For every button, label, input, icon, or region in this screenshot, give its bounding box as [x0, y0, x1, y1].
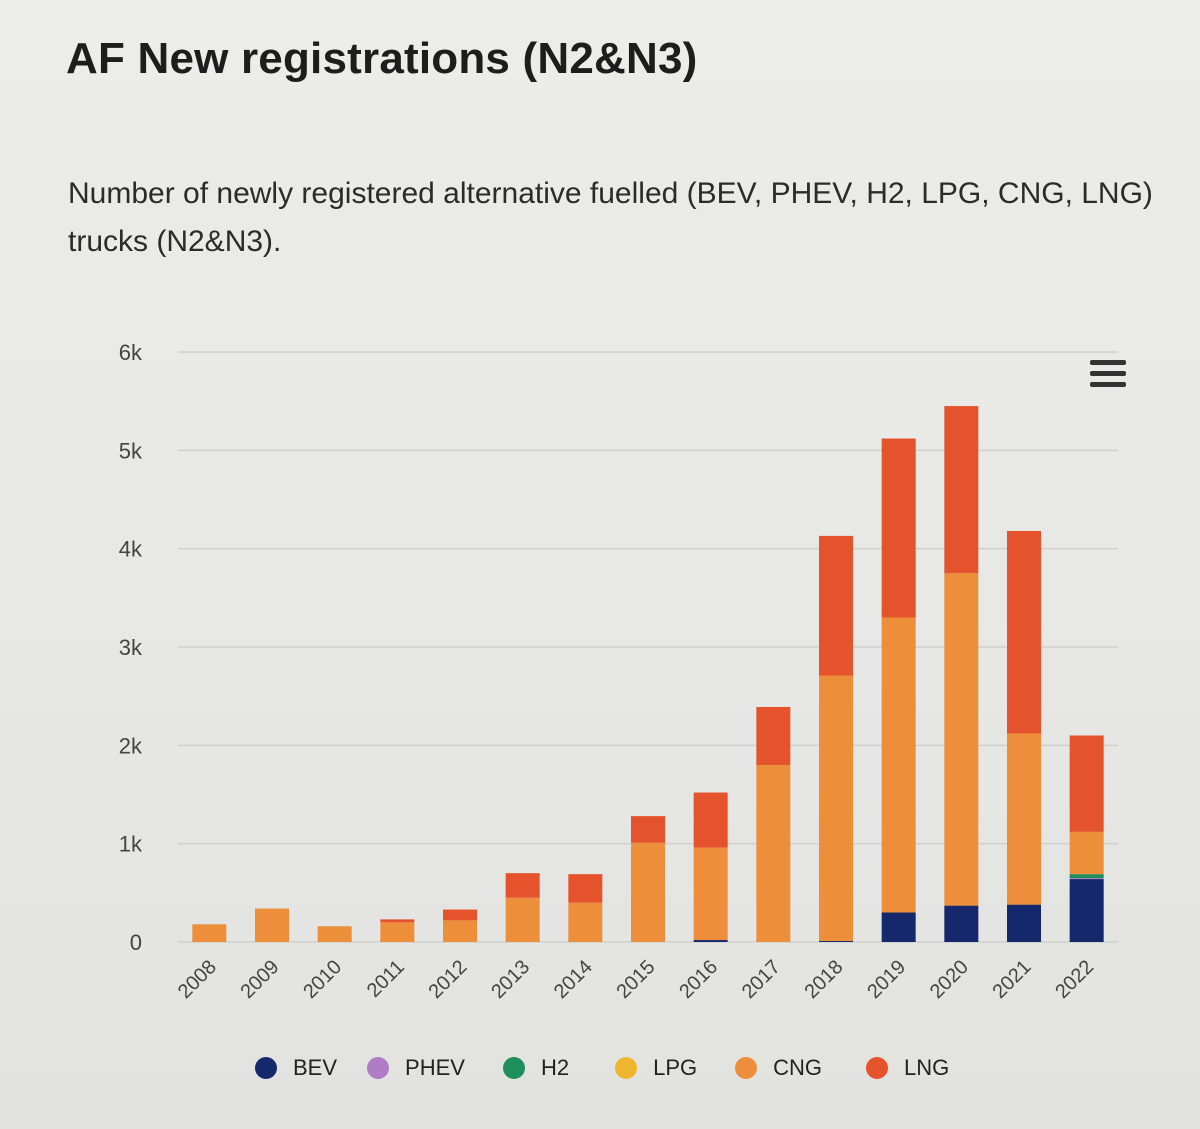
- bar-h2-2022[interactable]: [1069, 874, 1104, 879]
- x-tick-label: 2013: [487, 956, 534, 1003]
- legend-marker-icon: [255, 1057, 277, 1079]
- x-tick-label: 2016: [675, 956, 722, 1003]
- bar-lng-2021[interactable]: [1007, 530, 1041, 734]
- legend-label: BEV: [293, 1055, 338, 1080]
- legend-item-lng[interactable]: LNG: [866, 1055, 949, 1081]
- x-tick-label: 2020: [926, 956, 973, 1003]
- bar-cng-2013[interactable]: [505, 897, 540, 942]
- x-tick-label: 2008: [174, 956, 221, 1003]
- bar-bev-2022[interactable]: [1069, 879, 1104, 942]
- bar-lng-2020[interactable]: [944, 406, 979, 574]
- bar-phev-2022[interactable]: [1069, 878, 1104, 880]
- legend-marker-icon: [866, 1057, 888, 1079]
- y-tick-label: 3k: [119, 635, 143, 660]
- x-tick-label: 2017: [738, 956, 785, 1003]
- bar-lng-2015[interactable]: [631, 816, 665, 843]
- x-tick-label: 2022: [1051, 956, 1098, 1003]
- x-tick-label: 2015: [613, 956, 660, 1003]
- y-tick-label: 5k: [119, 438, 143, 463]
- y-tick-label: 0: [130, 930, 142, 955]
- legend-marker-icon: [367, 1057, 390, 1079]
- bar-lng-2018[interactable]: [819, 535, 853, 676]
- bar-cng-2014[interactable]: [568, 902, 603, 942]
- bar-series: [192, 406, 1104, 943]
- menu-line: [1090, 382, 1126, 387]
- bar-lng-2012[interactable]: [443, 909, 477, 921]
- x-axis-ticks: 2008 2009 2010 2011 2012 2013 2014 2015 2016 2017…: [174, 956, 1098, 1003]
- x-tick-label: 2014: [550, 956, 597, 1003]
- legend-item-lpg[interactable]: LPG: [615, 1055, 697, 1081]
- x-tick-label: 2009: [237, 956, 284, 1003]
- chart-title: AF New registrations (N2&N3): [66, 34, 698, 83]
- x-tick-label: 2019: [863, 956, 910, 1003]
- bar-bev-2019[interactable]: [881, 912, 916, 943]
- menu-line: [1090, 360, 1126, 365]
- chart-legend: BEV PHEV H2 LPG CNG LNG: [255, 1050, 949, 1086]
- bar-cng-2011[interactable]: [380, 922, 415, 942]
- legend-label: PHEV: [405, 1055, 465, 1080]
- bar-bev-2018[interactable]: [819, 941, 853, 942]
- y-tick-label: 4k: [119, 537, 143, 562]
- bar-lng-2016[interactable]: [693, 792, 728, 848]
- bar-lng-2022[interactable]: [1069, 735, 1104, 832]
- legend-item-h2[interactable]: H2: [502, 1055, 570, 1081]
- y-tick-label: 1k: [119, 832, 143, 857]
- bar-lng-2011[interactable]: [380, 919, 415, 923]
- legend-item-cng[interactable]: CNG: [735, 1055, 822, 1081]
- legend-label: CNG: [773, 1055, 822, 1080]
- bar-cng-2015[interactable]: [631, 842, 665, 942]
- bar-cng-2021[interactable]: [1007, 733, 1041, 905]
- legend-label: LNG: [904, 1055, 950, 1080]
- y-tick-label: 2k: [119, 733, 143, 758]
- bar-cng-2012[interactable]: [443, 920, 477, 942]
- bar-cng-2008[interactable]: [192, 924, 227, 942]
- x-tick-label: 2010: [299, 956, 346, 1003]
- x-tick-label: 2011: [363, 956, 409, 1002]
- legend-marker-icon: [615, 1057, 638, 1079]
- bar-cng-2018[interactable]: [819, 675, 853, 942]
- x-tick-label: 2012: [425, 956, 472, 1003]
- bar-cng-2010[interactable]: [317, 926, 352, 942]
- bar-cng-2022[interactable]: [1069, 831, 1104, 875]
- legend-label: H2: [540, 1055, 570, 1080]
- menu-line: [1090, 371, 1126, 376]
- bar-cng-2009[interactable]: [255, 908, 289, 942]
- bar-cng-2017[interactable]: [756, 765, 791, 942]
- bar-lng-2013[interactable]: [505, 873, 540, 898]
- x-tick-label: 2021: [989, 956, 1036, 1003]
- y-axis-ticks: 0 1k 2k 3k 4k 5k 6k: [119, 340, 143, 955]
- legend-marker-icon: [502, 1057, 525, 1079]
- bar-cng-2020[interactable]: [944, 573, 979, 906]
- legend-item-phev[interactable]: PHEV: [367, 1055, 465, 1081]
- hamburger-menu-icon[interactable]: [1090, 360, 1126, 390]
- bar-bev-2021[interactable]: [1007, 904, 1041, 942]
- legend-marker-icon: [735, 1057, 758, 1079]
- bar-lng-2019[interactable]: [881, 438, 916, 618]
- bar-cng-2016[interactable]: [693, 847, 728, 941]
- x-tick-label: 2018: [801, 956, 848, 1003]
- legend-label: LPG: [653, 1055, 698, 1080]
- bar-lng-2017[interactable]: [756, 706, 791, 765]
- y-tick-label: 6k: [119, 340, 143, 365]
- legend-item-bev[interactable]: BEV: [255, 1055, 337, 1081]
- bar-bev-2016[interactable]: [693, 940, 728, 942]
- bar-cng-2019[interactable]: [881, 617, 916, 913]
- bar-lng-2014[interactable]: [568, 874, 603, 903]
- bar-bev-2020[interactable]: [944, 905, 979, 942]
- chart-subtitle: Number of newly registered alternative f…: [68, 177, 1153, 258]
